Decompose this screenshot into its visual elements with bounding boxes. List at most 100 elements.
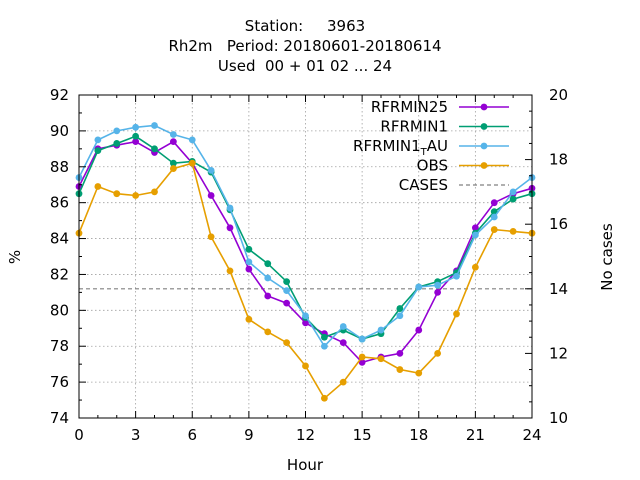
y-tick-label: 90 — [50, 122, 69, 140]
x-axis-label: Hour — [287, 456, 324, 474]
data-point-obs — [188, 159, 196, 167]
legend-marker-rfrmin1-t-au — [480, 142, 488, 150]
data-point-obs — [396, 366, 404, 373]
data-point-obs — [358, 353, 366, 361]
legend-marker-obs — [480, 162, 488, 169]
data-point-rfrmin1-t-au — [283, 287, 291, 294]
data-point-obs — [453, 310, 460, 318]
data-point-rfrmin25 — [471, 224, 479, 232]
y2-tick-label: 16 — [549, 215, 568, 233]
title-period: Rh2m Period: 20180601-20180614 — [168, 37, 441, 55]
x-tick-label: 3 — [131, 426, 141, 444]
data-point-obs — [169, 165, 177, 172]
data-point-rfrmin1-t-au — [453, 272, 460, 280]
data-point-rfrmin25 — [207, 192, 215, 199]
data-point-obs — [264, 328, 272, 336]
data-point-rfrmin1-t-au — [113, 127, 121, 135]
data-point-obs — [207, 233, 215, 241]
data-point-rfrmin1 — [151, 145, 158, 153]
data-point-obs — [415, 369, 423, 377]
y-tick-label: 84 — [50, 230, 69, 248]
data-point-rfrmin1-t-au — [207, 166, 215, 174]
data-point-obs — [94, 183, 102, 190]
data-point-obs — [226, 267, 234, 275]
data-point-rfrmin25 — [245, 265, 253, 273]
y-tick-label: 86 — [50, 194, 69, 212]
data-point-rfrmin1 — [283, 278, 291, 286]
title-used: Used 00 + 01 02 ... 24 — [218, 57, 392, 75]
data-point-rfrmin25 — [434, 288, 442, 296]
data-point-rfrmin1-t-au — [358, 335, 366, 343]
axis-ticks: 0 3 6 9 12 15 18 21 24 74 76 78 80 82 84 86 88 90 92 10 12 14… — [50, 86, 568, 444]
data-point-rfrmin25 — [226, 224, 234, 232]
y-tick-label: 74 — [50, 409, 69, 427]
data-point-rfrmin25 — [490, 199, 498, 207]
x-tick-label: 15 — [353, 426, 372, 444]
x-tick-label: 9 — [244, 426, 254, 444]
y2-tick-label: 20 — [549, 86, 568, 104]
data-point-rfrmin1-t-au — [132, 123, 140, 131]
data-point-rfrmin1 — [94, 147, 102, 155]
data-point-rfrmin25 — [169, 138, 177, 146]
data-point-rfrmin1 — [396, 305, 404, 312]
data-point-rfrmin1 — [264, 260, 272, 268]
data-point-rfrmin1-t-au — [509, 188, 517, 196]
data-point-obs — [132, 192, 140, 199]
legend-label-rfrmin1: RFRMIN1 — [380, 118, 448, 136]
x-tick-label: 24 — [522, 426, 541, 444]
legend-marker-rfrmin1 — [480, 123, 488, 130]
legend-label-rfrmin1-t-au: RFRMIN1TAU — [353, 137, 448, 158]
data-point-rfrmin25 — [283, 299, 291, 307]
data-point-rfrmin25 — [415, 326, 423, 334]
data-point-obs — [471, 263, 479, 271]
y-tick-label: 92 — [50, 86, 69, 104]
data-point-rfrmin1-t-au — [151, 122, 158, 129]
data-point-rfrmin1-t-au — [264, 274, 272, 282]
title-station: Station: 3963 — [245, 17, 365, 35]
data-point-rfrmin1-t-au — [94, 136, 102, 144]
data-point-obs — [113, 190, 121, 198]
data-point-rfrmin1 — [245, 245, 253, 253]
data-point-rfrmin1-t-au — [188, 136, 196, 144]
data-point-rfrmin25 — [132, 138, 140, 146]
legend-label-obs: OBS — [417, 157, 448, 175]
x-tick-label: 21 — [466, 426, 485, 444]
data-point-rfrmin1-t-au — [302, 312, 309, 320]
data-point-rfrmin1-t-au — [339, 323, 347, 330]
data-point-rfrmin1 — [320, 333, 328, 341]
data-point-rfrmin25 — [358, 358, 366, 366]
data-point-obs — [509, 227, 517, 235]
data-point-rfrmin1-t-au — [245, 258, 253, 266]
series-obs — [75, 159, 536, 402]
data-point-rfrmin1-t-au — [320, 342, 328, 350]
series-rfrmin1-t-au — [75, 122, 536, 350]
x-tick-label: 6 — [187, 426, 197, 444]
data-point-rfrmin1-t-au — [396, 312, 404, 320]
data-point-rfrmin1-t-au — [434, 281, 442, 289]
data-point-rfrmin1-t-au — [490, 213, 498, 221]
y-tick-label: 82 — [50, 265, 69, 283]
data-point-obs — [302, 362, 309, 370]
data-point-rfrmin1 — [509, 195, 517, 203]
data-point-rfrmin1-t-au — [377, 326, 385, 334]
data-point-rfrmin1-t-au — [415, 283, 423, 291]
data-point-rfrmin1 — [169, 159, 177, 167]
x-tick-label: 18 — [409, 426, 428, 444]
data-point-rfrmin1-t-au — [169, 131, 177, 138]
data-point-rfrmin25 — [339, 339, 347, 347]
data-point-obs — [320, 394, 328, 402]
y-tick-label: 88 — [50, 158, 69, 176]
legend-label-cases: CASES — [399, 176, 448, 194]
y-axis-label: % — [6, 250, 24, 264]
data-point-rfrmin1 — [490, 208, 498, 216]
y-tick-label: 80 — [50, 301, 69, 319]
data-point-obs — [490, 226, 498, 233]
data-point-obs — [245, 315, 253, 323]
data-point-rfrmin1-t-au — [471, 231, 479, 239]
y2-tick-label: 12 — [549, 344, 568, 362]
y-tick-label: 78 — [50, 337, 69, 355]
y2-tick-label: 10 — [549, 409, 568, 427]
data-point-rfrmin25 — [264, 292, 272, 300]
